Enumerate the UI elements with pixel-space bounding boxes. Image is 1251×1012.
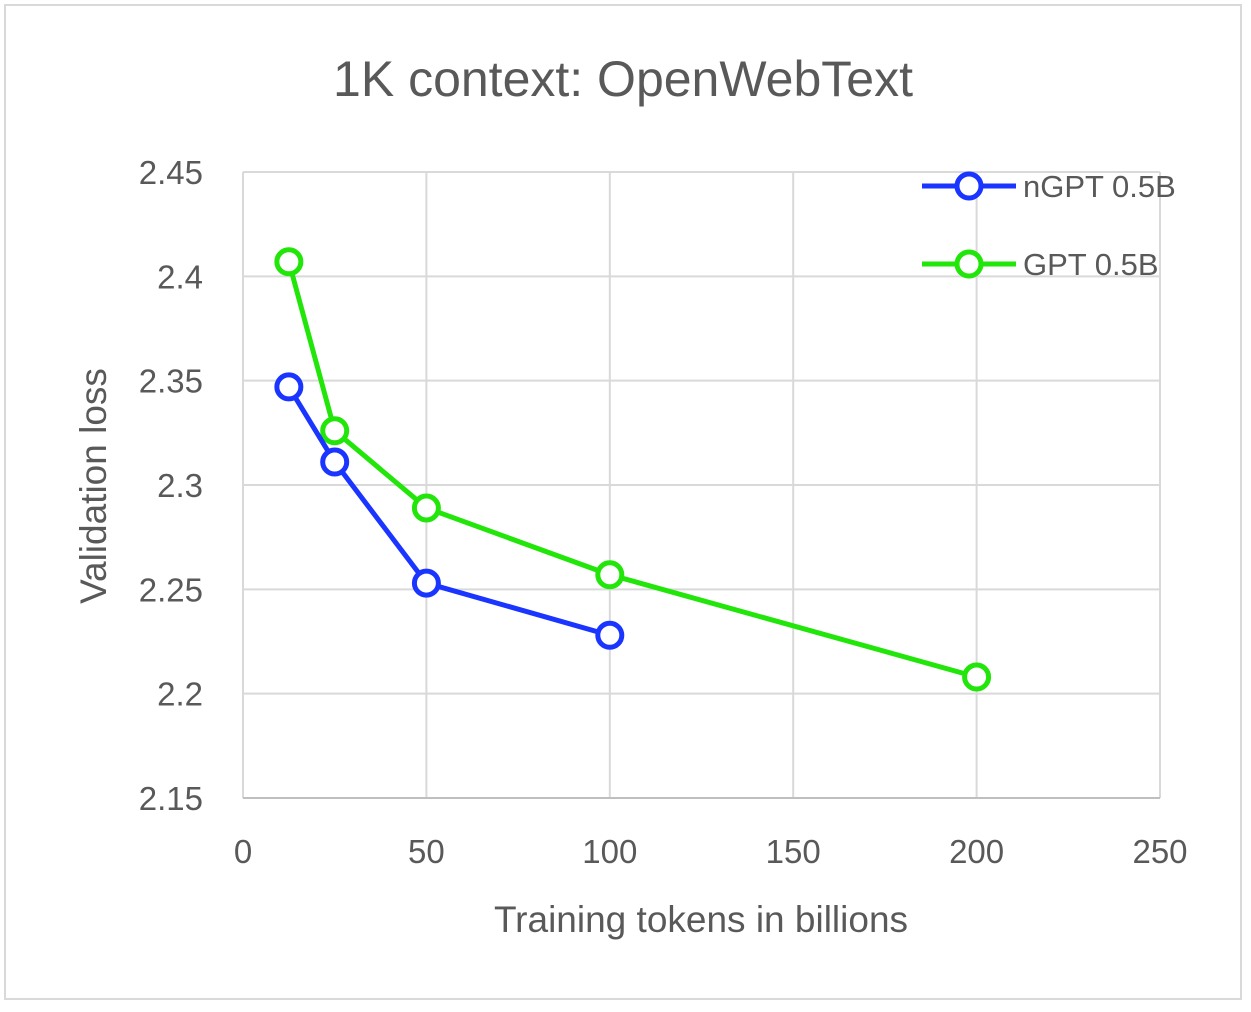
data-point	[323, 450, 347, 474]
legend-marker	[957, 174, 981, 198]
legend-item: nGPT 0.5B	[922, 169, 1176, 204]
x-tick-label: 0	[234, 833, 252, 870]
data-point	[414, 496, 438, 520]
legend-marker	[957, 252, 981, 276]
y-tick-label: 2.3	[157, 467, 203, 504]
data-point	[323, 419, 347, 443]
y-tick-label: 2.35	[139, 363, 203, 400]
x-tick-label: 100	[582, 833, 637, 870]
x-tick-label: 50	[408, 833, 445, 870]
legend-label: nGPT 0.5B	[1023, 169, 1176, 204]
legend: nGPT 0.5B GPT 0.5B	[922, 169, 1176, 282]
data-point	[277, 250, 301, 274]
x-tick-label: 250	[1132, 833, 1187, 870]
y-tick-label: 2.2	[157, 676, 203, 713]
series-line	[289, 262, 977, 677]
x-tick-labels: 0 50 100 150 200 250	[234, 833, 1188, 870]
x-axis-label: Training tokens in billions	[494, 899, 908, 940]
y-tick-labels: 2.15 2.2 2.25 2.3 2.35 2.4 2.45	[139, 154, 203, 817]
data-point	[598, 623, 622, 647]
chart-title: 1K context: OpenWebText	[333, 51, 913, 107]
y-tick-label: 2.4	[157, 258, 203, 295]
y-tick-label: 2.15	[139, 780, 203, 817]
data-point	[598, 563, 622, 587]
data-point	[414, 571, 438, 595]
series-gpt-0-5b	[277, 250, 989, 689]
legend-label: GPT 0.5B	[1023, 247, 1159, 282]
data-point	[277, 375, 301, 399]
y-tick-label: 2.45	[139, 154, 203, 191]
series	[277, 250, 989, 689]
x-tick-label: 150	[766, 833, 821, 870]
y-tick-label: 2.25	[139, 571, 203, 608]
y-axis-label: Validation loss	[73, 368, 114, 604]
data-point	[965, 665, 989, 689]
x-tick-label: 200	[949, 833, 1004, 870]
